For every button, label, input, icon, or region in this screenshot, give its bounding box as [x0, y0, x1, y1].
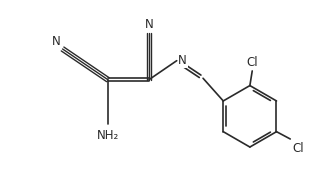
Text: Cl: Cl — [247, 56, 258, 70]
Text: N: N — [51, 35, 60, 47]
Text: NH₂: NH₂ — [97, 129, 119, 142]
Text: Cl: Cl — [293, 142, 304, 155]
Text: N: N — [145, 18, 153, 32]
Text: N: N — [178, 54, 187, 67]
